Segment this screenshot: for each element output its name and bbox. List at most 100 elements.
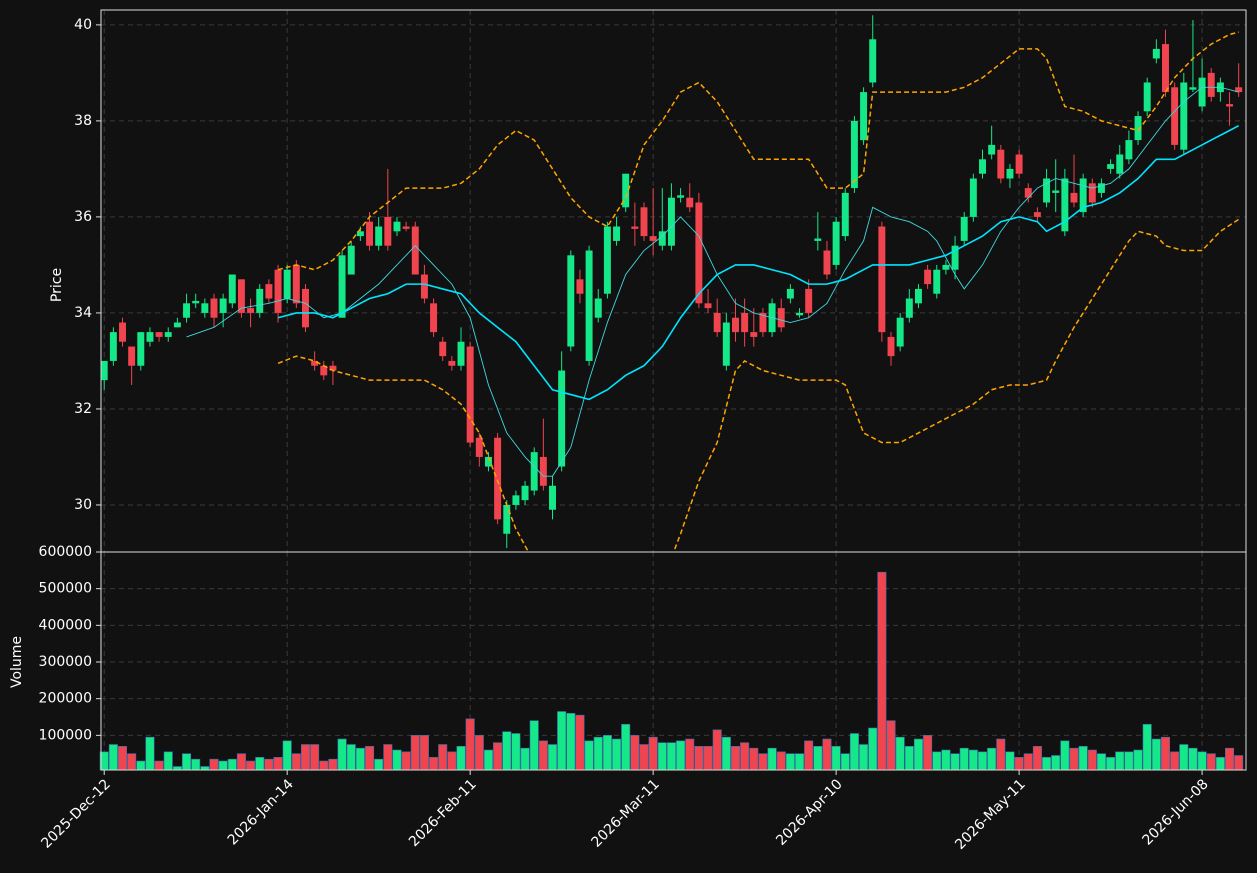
candle-body [430, 303, 438, 333]
candle-body [173, 322, 181, 328]
y-tick-label: 32 [74, 401, 92, 417]
volume-bar [1096, 753, 1106, 771]
candles [101, 15, 1243, 552]
candle-body [549, 485, 556, 510]
volume-bar [255, 757, 265, 771]
candle-body [521, 485, 529, 501]
volume-bar [127, 753, 137, 771]
volume-bar [932, 751, 942, 771]
candle-body [101, 360, 108, 381]
volume-bar [859, 744, 869, 771]
candle-body [567, 255, 575, 347]
candle-body [503, 504, 511, 534]
volume-bar [785, 753, 795, 771]
volume-bar [547, 744, 558, 771]
volume-bar [154, 760, 164, 771]
volume-bar [291, 753, 301, 771]
candle-body [878, 226, 886, 333]
candle-body [329, 365, 337, 371]
indicator-line [186, 86, 1239, 477]
candle-body [1033, 212, 1041, 217]
candle-body [631, 226, 639, 229]
volume-bar [1005, 751, 1015, 771]
candle-body [274, 269, 282, 313]
candle-body [183, 303, 191, 318]
volume-bar [264, 758, 274, 771]
candle-body [1152, 48, 1160, 59]
candle-body [786, 288, 794, 299]
candle-body [1061, 178, 1069, 232]
volume-bar [355, 747, 365, 771]
candle-body [475, 437, 483, 457]
candle-body [658, 231, 666, 246]
candle-body [210, 298, 218, 318]
candle-body [1198, 77, 1206, 107]
volume-bar [877, 571, 887, 771]
candle-body [292, 264, 300, 304]
volume-bar [602, 735, 612, 771]
candle-body [704, 303, 712, 309]
volume-bar [840, 753, 850, 771]
volume-bar [575, 714, 585, 771]
volume-bar [182, 753, 192, 771]
volume-bar [959, 747, 969, 771]
candle-body [1143, 82, 1151, 112]
volume-bar [136, 760, 146, 771]
volume-bar [429, 757, 439, 771]
candle-body [603, 226, 611, 294]
volume-bar [676, 740, 686, 771]
candle-body [558, 370, 566, 467]
candle-body [146, 332, 154, 342]
candle-body [796, 312, 804, 316]
candle-body [759, 312, 767, 333]
candle-body [1116, 154, 1124, 174]
volume-bar [1170, 751, 1180, 771]
volume-tick-label: 600000 [39, 544, 92, 560]
volume-bar [740, 742, 750, 771]
candle-body [1043, 178, 1051, 203]
candle-body [512, 495, 520, 505]
volume-bar [337, 738, 347, 771]
candle-body [494, 437, 502, 520]
candle-body [219, 298, 227, 313]
candle-body [896, 317, 904, 347]
candle-body [914, 288, 922, 304]
volume-bar [639, 744, 649, 771]
volume-bar [1215, 757, 1225, 771]
volume-bar [273, 757, 283, 771]
candle-body [933, 269, 941, 294]
volume-bar [712, 729, 722, 771]
volume-bar [319, 760, 329, 771]
volume-bar [529, 720, 539, 771]
candle-body [338, 255, 346, 318]
volume-bar [200, 766, 210, 771]
volume-bar [648, 736, 658, 771]
volume-bar [236, 753, 246, 771]
candle-body [741, 312, 749, 333]
candle-body [1125, 140, 1133, 160]
volume-bar [895, 736, 905, 771]
volume-bar [950, 753, 960, 771]
candle-body [1171, 87, 1179, 145]
candle-body [228, 274, 236, 304]
candle-body [951, 245, 959, 270]
volume-bar [374, 758, 384, 771]
candle-body [695, 202, 703, 304]
volume-bar [1023, 753, 1033, 771]
volume-bar [108, 744, 118, 771]
candle-body [777, 308, 785, 328]
candle-body [576, 279, 584, 294]
candle-body [302, 288, 309, 328]
candle-body [1070, 192, 1078, 203]
candle-body [137, 332, 145, 366]
candle-body [1107, 164, 1115, 169]
volume-bar [365, 746, 375, 771]
volume-bar [987, 747, 997, 771]
volume-bar [730, 746, 740, 771]
candle-body [466, 346, 474, 443]
volume-bar [849, 733, 859, 771]
volume-bar [584, 740, 594, 771]
volume-bar [145, 736, 155, 771]
candle-body [283, 269, 291, 299]
